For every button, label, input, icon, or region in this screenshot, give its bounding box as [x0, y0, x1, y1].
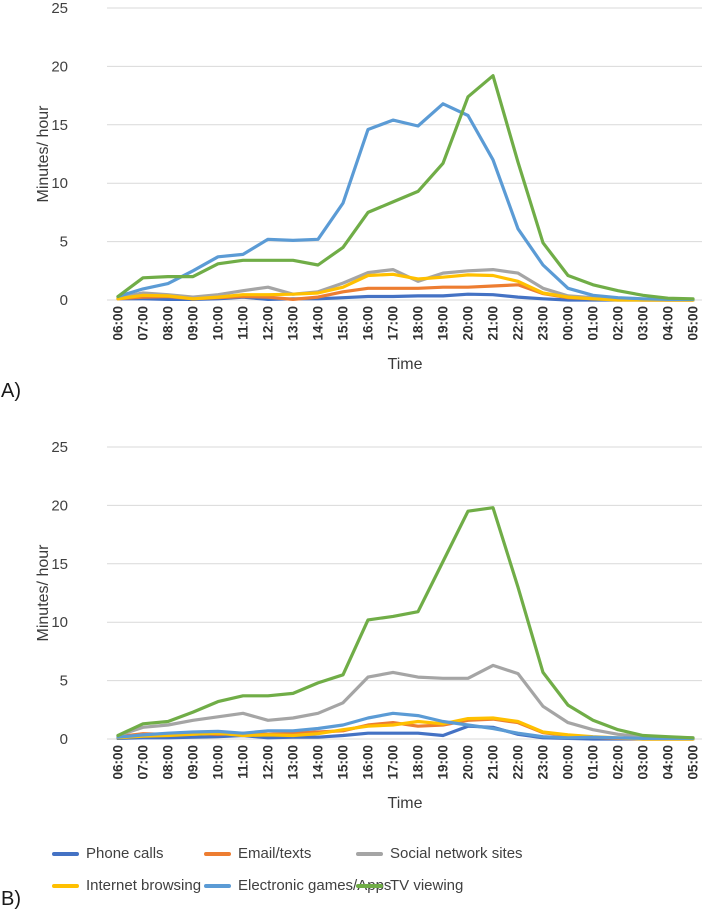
- x-tick-label: 18:00: [411, 306, 426, 341]
- legend-swatch-icon: [356, 851, 383, 856]
- x-tick-label: 22:00: [511, 745, 526, 780]
- x-tick-label: 10:00: [211, 745, 226, 780]
- y-tick-label: 0: [60, 731, 68, 748]
- plot-b: 0 5 10 15 20 25 06:00 07:00 08:00 09:00 10:00 11:00…: [51, 439, 702, 780]
- x-tick-label: 16:00: [361, 306, 376, 341]
- x-tick-label: 11:00: [236, 306, 251, 340]
- x-tick-label: 08:00: [161, 306, 176, 341]
- x-tick-label: 21:00: [486, 306, 501, 341]
- x-tick-label: 16:00: [361, 745, 376, 780]
- x-tick-label: 11:00: [236, 745, 251, 779]
- x-tick-label: 23:00: [536, 306, 551, 341]
- panel-label-a: A): [1, 380, 21, 402]
- panel-label-b: B): [1, 888, 21, 910]
- series-line-social-network-sites: [116, 663, 695, 740]
- x-tick-label: 02:00: [611, 306, 626, 341]
- x-tick-label: 09:00: [186, 306, 201, 341]
- series-line-electronic-games-apps: [116, 102, 695, 301]
- x-tick-label: 23:00: [536, 745, 551, 780]
- series-line-tv-viewing: [116, 506, 695, 740]
- x-tick-label: 10:00: [211, 306, 226, 341]
- x-tick-label: 02:00: [611, 745, 626, 780]
- legend-swatch-icon: [356, 883, 383, 888]
- x-tick-label: 20:00: [461, 745, 476, 780]
- y-tick-label: 25: [51, 439, 68, 456]
- legend-swatch-icon: [204, 851, 231, 856]
- y-tick-label: 0: [60, 292, 68, 309]
- x-tick-label: 07:00: [136, 306, 151, 341]
- line-chart-panel-a: 0 5 10 15 20 25 06:00 07:00 08:00 09:00 10:00 11:00…: [35, 0, 702, 373]
- legend-label: Phone calls: [86, 845, 164, 862]
- y-tick-label: 20: [51, 497, 68, 514]
- legend-label: Social network sites: [390, 845, 523, 862]
- legend-item: Internet browsing: [52, 877, 204, 894]
- x-axis-title-a: Time: [388, 356, 423, 373]
- x-tick-label: 05:00: [686, 306, 701, 341]
- x-tick-label: 01:00: [586, 306, 601, 341]
- x-tick-label: 09:00: [186, 745, 201, 780]
- x-tick-label: 05:00: [686, 745, 701, 780]
- x-tick-label: 19:00: [436, 745, 451, 780]
- x-tick-label: 06:00: [111, 306, 126, 341]
- legend-swatch-icon: [52, 883, 79, 888]
- legend-item: Email/texts: [204, 845, 356, 862]
- series-line-electronic-games-apps: [116, 711, 695, 740]
- y-tick-label: 10: [51, 614, 68, 631]
- legend-item: Social network sites: [356, 845, 523, 862]
- series-line-tv-viewing: [116, 74, 695, 301]
- legend-item: Phone calls: [52, 845, 204, 862]
- x-tick-label: 03:00: [636, 745, 651, 780]
- x-tick-label: 19:00: [436, 306, 451, 341]
- x-tick-label: 00:00: [561, 745, 576, 780]
- legend-swatch-icon: [204, 883, 231, 888]
- x-tick-label: 14:00: [311, 306, 326, 341]
- legend-label: Internet browsing: [86, 877, 202, 894]
- legend-label: Electronic games/Apps: [238, 877, 392, 894]
- legend-swatch-icon: [52, 851, 79, 856]
- y-tick-label: 5: [60, 234, 68, 251]
- x-tick-label: 07:00: [136, 745, 151, 780]
- series-line-internet-browsing: [116, 272, 695, 302]
- legend-item: TV viewing: [356, 877, 523, 894]
- x-tick-label: 22:00: [511, 306, 526, 341]
- x-tick-label: 20:00: [461, 306, 476, 341]
- x-axis-title-b: Time: [388, 795, 423, 812]
- y-tick-label: 15: [51, 556, 68, 573]
- line-chart-panel-b: 0 5 10 15 20 25 06:00 07:00 08:00 09:00 10:00 11:00…: [35, 439, 702, 812]
- x-tick-label: 13:00: [286, 306, 301, 341]
- y-tick-label: 10: [51, 175, 68, 192]
- legend-label: TV viewing: [390, 877, 464, 894]
- x-tick-label: 06:00: [111, 745, 126, 780]
- x-tick-label: 01:00: [586, 745, 601, 780]
- y-axis-title-b: Minutes/ hour: [35, 544, 52, 642]
- y-axis-title-a: Minutes/ hour: [35, 105, 52, 203]
- y-tick-label: 5: [60, 673, 68, 690]
- y-tick-label: 15: [51, 117, 68, 134]
- x-tick-label: 18:00: [411, 745, 426, 780]
- x-tick-label: 04:00: [661, 745, 676, 780]
- x-tick-label: 17:00: [386, 306, 401, 341]
- x-tick-label: 13:00: [286, 745, 301, 780]
- x-tick-label: 03:00: [636, 306, 651, 341]
- x-tick-label: 12:00: [261, 745, 276, 780]
- plot-a: 0 5 10 15 20 25 06:00 07:00 08:00 09:00 10:00 11:00…: [51, 0, 702, 341]
- x-tick-label: 17:00: [386, 745, 401, 780]
- legend-label: Email/texts: [238, 845, 312, 862]
- y-tick-label: 20: [51, 58, 68, 75]
- x-tick-label: 15:00: [336, 745, 351, 780]
- x-tick-label: 14:00: [311, 745, 326, 780]
- x-tick-label: 00:00: [561, 306, 576, 341]
- x-tick-label: 15:00: [336, 306, 351, 341]
- y-tick-label: 25: [51, 0, 68, 17]
- x-tick-label: 12:00: [261, 306, 276, 341]
- legend: Phone calls Email/texts Social network sit…: [52, 845, 523, 894]
- x-tick-label: 08:00: [161, 745, 176, 780]
- legend-item: Electronic games/Apps: [204, 877, 391, 894]
- x-tick-label: 21:00: [486, 745, 501, 780]
- x-tick-label: 04:00: [661, 306, 676, 341]
